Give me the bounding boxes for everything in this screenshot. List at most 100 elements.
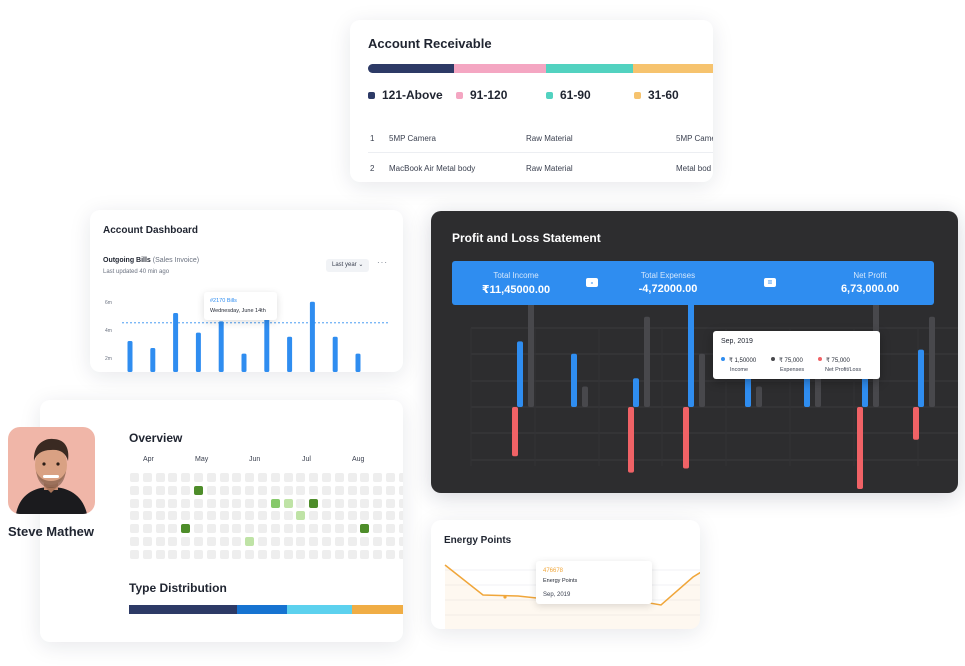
- heatmap-cell[interactable]: [194, 537, 203, 546]
- heatmap-cell[interactable]: [373, 549, 383, 559]
- heatmap-cell[interactable]: [398, 485, 403, 495]
- heatmap-cell[interactable]: [168, 498, 178, 508]
- heatmap-cell[interactable]: [322, 511, 331, 521]
- heatmap-cell[interactable]: [232, 511, 242, 521]
- heatmap-cell[interactable]: [283, 511, 293, 521]
- heatmap-cell[interactable]: [270, 537, 280, 546]
- heatmap-cell[interactable]: [347, 473, 357, 482]
- heatmap-cell[interactable]: [322, 549, 331, 559]
- heatmap-cell[interactable]: [283, 549, 293, 559]
- heatmap-cell[interactable]: [142, 549, 152, 559]
- heatmap-cell[interactable]: [258, 549, 267, 559]
- heatmap-cell[interactable]: [194, 549, 203, 559]
- heatmap-cell[interactable]: [360, 498, 370, 508]
- heatmap-cell[interactable]: [142, 511, 152, 521]
- heatmap-cell[interactable]: [360, 524, 370, 534]
- heatmap-cell[interactable]: [347, 498, 357, 508]
- heatmap-cell[interactable]: [296, 511, 306, 521]
- heatmap-cell[interactable]: [347, 537, 357, 546]
- heatmap-cell[interactable]: [334, 524, 344, 534]
- heatmap-cell[interactable]: [232, 473, 242, 482]
- heatmap-cell[interactable]: [142, 473, 152, 482]
- heatmap-cell[interactable]: [232, 498, 242, 508]
- heatmap-cell[interactable]: [283, 485, 293, 495]
- heatmap-cell[interactable]: [296, 485, 306, 495]
- heatmap-cell[interactable]: [373, 537, 383, 546]
- heatmap-cell[interactable]: [258, 524, 267, 534]
- heatmap-cell[interactable]: [398, 549, 403, 559]
- heatmap-cell[interactable]: [386, 524, 395, 534]
- heatmap-cell[interactable]: [181, 498, 191, 508]
- heatmap-cell[interactable]: [296, 537, 306, 546]
- heatmap-cell[interactable]: [270, 473, 280, 482]
- heatmap-cell[interactable]: [322, 537, 331, 546]
- heatmap-cell[interactable]: [168, 524, 178, 534]
- heatmap-cell[interactable]: [270, 485, 280, 495]
- heatmap-cell[interactable]: [398, 473, 403, 482]
- heatmap-cell[interactable]: [142, 498, 152, 508]
- heatmap-cell[interactable]: [322, 485, 331, 495]
- heatmap-cell[interactable]: [130, 524, 139, 534]
- heatmap-cell[interactable]: [194, 511, 203, 521]
- heatmap-cell[interactable]: [245, 524, 255, 534]
- heatmap-cell[interactable]: [168, 511, 178, 521]
- heatmap-cell[interactable]: [347, 524, 357, 534]
- heatmap-cell[interactable]: [206, 524, 216, 534]
- heatmap-cell[interactable]: [206, 498, 216, 508]
- heatmap-cell[interactable]: [347, 485, 357, 495]
- heatmap-cell[interactable]: [232, 549, 242, 559]
- heatmap-cell[interactable]: [245, 537, 255, 546]
- heatmap-cell[interactable]: [386, 511, 395, 521]
- period-select[interactable]: Last year ⌄: [326, 259, 370, 272]
- heatmap-cell[interactable]: [155, 511, 165, 521]
- heatmap-cell[interactable]: [181, 473, 191, 482]
- heatmap-cell[interactable]: [219, 549, 229, 559]
- heatmap-cell[interactable]: [296, 473, 306, 482]
- heatmap-cell[interactable]: [219, 511, 229, 521]
- table-row[interactable]: 2 MacBook Air Metal body Raw Material Me…: [368, 153, 713, 182]
- heatmap-cell[interactable]: [258, 537, 267, 546]
- heatmap-cell[interactable]: [296, 524, 306, 534]
- heatmap-cell[interactable]: [309, 473, 319, 482]
- heatmap-cell[interactable]: [322, 473, 331, 482]
- heatmap-cell[interactable]: [386, 549, 395, 559]
- heatmap-cell[interactable]: [373, 473, 383, 482]
- heatmap-cell[interactable]: [130, 511, 139, 521]
- heatmap-cell[interactable]: [334, 537, 344, 546]
- heatmap-cell[interactable]: [181, 485, 191, 495]
- heatmap-cell[interactable]: [334, 498, 344, 508]
- heatmap-cell[interactable]: [142, 524, 152, 534]
- heatmap-cell[interactable]: [283, 473, 293, 482]
- heatmap-cell[interactable]: [283, 524, 293, 534]
- heatmap-cell[interactable]: [360, 549, 370, 559]
- heatmap-cell[interactable]: [206, 485, 216, 495]
- table-row[interactable]: 1 5MP Camera Raw Material 5MP Came: [368, 123, 713, 153]
- heatmap-cell[interactable]: [322, 498, 331, 508]
- heatmap-cell[interactable]: [245, 498, 255, 508]
- heatmap-cell[interactable]: [219, 485, 229, 495]
- heatmap-cell[interactable]: [398, 511, 403, 521]
- heatmap-cell[interactable]: [155, 498, 165, 508]
- heatmap-cell[interactable]: [283, 498, 293, 508]
- heatmap-cell[interactable]: [309, 549, 319, 559]
- heatmap-cell[interactable]: [219, 498, 229, 508]
- heatmap-cell[interactable]: [206, 549, 216, 559]
- heatmap-cell[interactable]: [181, 511, 191, 521]
- heatmap-cell[interactable]: [142, 485, 152, 495]
- heatmap-cell[interactable]: [194, 498, 203, 508]
- heatmap-cell[interactable]: [130, 498, 139, 508]
- heatmap-cell[interactable]: [168, 549, 178, 559]
- heatmap-cell[interactable]: [232, 537, 242, 546]
- heatmap-cell[interactable]: [309, 524, 319, 534]
- heatmap-cell[interactable]: [258, 511, 267, 521]
- heatmap-cell[interactable]: [130, 549, 139, 559]
- heatmap-cell[interactable]: [309, 485, 319, 495]
- heatmap-cell[interactable]: [206, 511, 216, 521]
- heatmap-cell[interactable]: [270, 498, 280, 508]
- heatmap-cell[interactable]: [398, 498, 403, 508]
- heatmap-cell[interactable]: [219, 473, 229, 482]
- heatmap-cell[interactable]: [155, 473, 165, 482]
- heatmap-cell[interactable]: [245, 511, 255, 521]
- heatmap-cell[interactable]: [130, 473, 139, 482]
- heatmap-cell[interactable]: [373, 511, 383, 521]
